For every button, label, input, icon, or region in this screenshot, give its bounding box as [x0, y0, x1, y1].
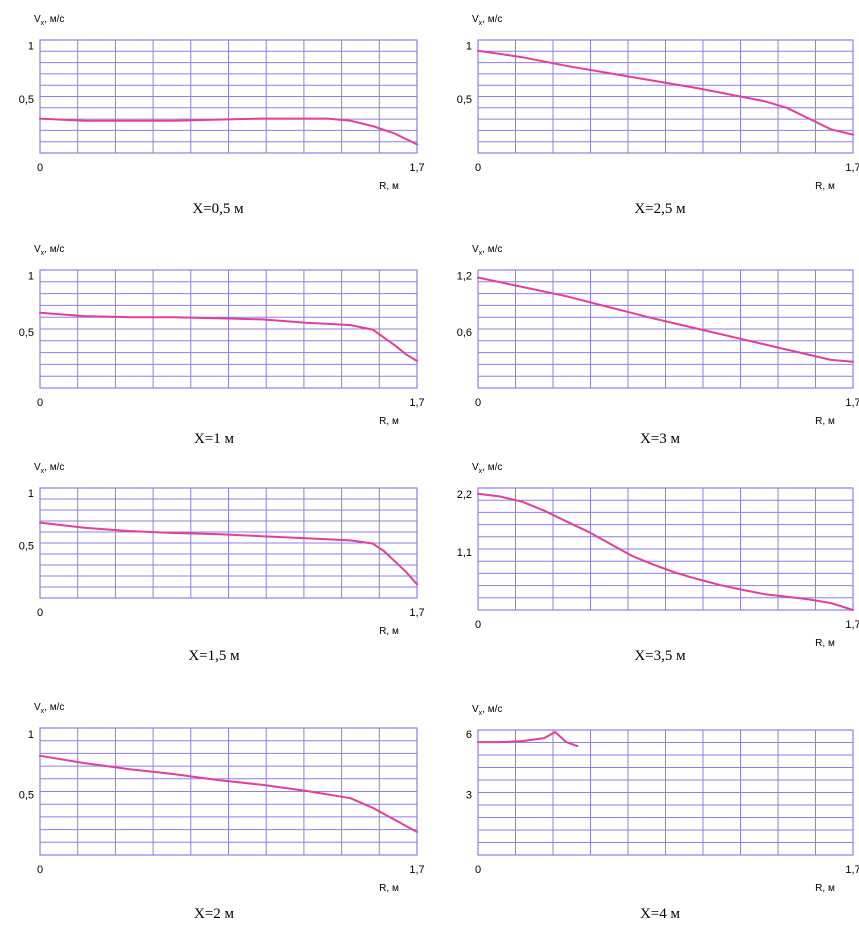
x-tick-label: 0: [37, 864, 43, 876]
y-tick-label: 1: [28, 488, 34, 500]
y-tick-label: 1: [28, 40, 34, 52]
x-tick-label: 1,7: [845, 619, 859, 631]
x-axis-label: R, м: [815, 181, 835, 192]
series-line: [477, 276, 854, 363]
y-axis-label: Vx, м/с: [472, 244, 502, 257]
y-tick-label: 1: [28, 729, 34, 741]
y-axis-label: Vx, м/с: [34, 702, 64, 715]
series-line: [477, 492, 854, 611]
x-tick-label: 0: [37, 607, 43, 619]
x-axis-label: R, м: [815, 638, 835, 649]
y-axis-label: Vx, м/с: [472, 462, 502, 475]
x-tick-label: 1,7: [409, 864, 424, 876]
x-tick-label: 0: [475, 397, 481, 409]
chart-panel: Vx, м/с 1 0,5 0 1,7 R, м X=1 м: [19, 244, 425, 447]
plot-frame: [39, 39, 418, 154]
x-tick-label: 1,7: [845, 397, 859, 409]
y-tick-label: 0,5: [19, 541, 34, 553]
chart-panel: Vx, м/с 2,2 1,1 0 1,7 R, м X=3,5 м: [457, 462, 859, 664]
y-tick-label: 6: [466, 729, 472, 741]
x-axis-label: R, м: [379, 626, 399, 637]
plot-frame: [477, 487, 854, 611]
y-tick-label: 0,6: [457, 327, 472, 339]
x-tick-label: 0: [37, 397, 43, 409]
plot-frame: [39, 727, 418, 856]
chart-title: X=1 м: [194, 431, 235, 447]
chart-title: X=0,5 м: [192, 201, 244, 217]
x-tick-label: 1,7: [409, 162, 424, 174]
chart-panel: Vx, м/с 1 0,5 0 1,7 R, м X=1,5 м: [19, 462, 425, 664]
y-tick-label: 1,2: [457, 271, 472, 283]
chart-title: X=3 м: [640, 431, 681, 447]
plot-frame: [477, 39, 854, 154]
series-line: [477, 731, 579, 748]
chart-title: X=2,5 м: [634, 201, 686, 217]
series-line: [39, 117, 418, 146]
chart-title: X=1,5 м: [188, 648, 240, 664]
y-axis-label: Vx, м/с: [34, 244, 64, 257]
chart-panel: Vx, м/с6 3 0 1,7 R, м X=4 м: [466, 704, 859, 922]
chart-title: X=3,5 м: [634, 648, 686, 664]
y-axis-label: Vx, м/с: [472, 14, 502, 27]
x-tick-label: 0: [37, 162, 43, 174]
y-tick-label: 2,2: [457, 489, 472, 501]
y-tick-label: 1: [466, 40, 472, 52]
chart-panel: Vx, м/с 1 0,5 0 1,7 R, м X=2 м: [19, 702, 425, 922]
series-line: [477, 49, 854, 136]
y-tick-label: 1,1: [457, 547, 472, 559]
x-tick-label: 0: [475, 864, 481, 876]
x-axis-label: R, м: [815, 416, 835, 427]
x-tick-label: 0: [475, 619, 481, 631]
chart-title: X=2 м: [194, 906, 235, 922]
y-tick-label: 0,5: [457, 94, 472, 106]
series-line: [39, 311, 418, 362]
chart-title: X=4 м: [640, 906, 681, 922]
plot-frame: [39, 487, 418, 599]
chart-panel: Vx, м/с 1 0,5 0 1,7 R, м X=2,5 м: [457, 14, 859, 217]
chart-panel: Vx, м/с 1,2 0,6 0 1,7 R, м X=3 м: [457, 244, 859, 447]
y-tick-label: 0,5: [19, 94, 34, 106]
y-axis-label: Vx, м/с: [34, 462, 64, 475]
x-tick-label: 1,7: [409, 397, 424, 409]
y-tick-label: 0,5: [19, 790, 34, 802]
series-line: [39, 521, 418, 586]
y-axis-label: Vx, м/с: [34, 14, 64, 27]
y-tick-label: 0,5: [19, 327, 34, 339]
x-tick-label: 1,7: [409, 607, 424, 619]
x-axis-label: R, м: [379, 181, 399, 192]
y-tick-label: 1: [28, 271, 34, 283]
x-tick-label: 1,7: [845, 162, 859, 174]
x-axis-label: R, м: [379, 416, 399, 427]
x-tick-label: 0: [475, 162, 481, 174]
plot-frame: [39, 269, 418, 389]
series-line: [39, 754, 418, 833]
plot-frame: [477, 269, 854, 389]
plot-frame: [477, 729, 854, 856]
y-tick-label: 3: [466, 790, 472, 802]
x-tick-label: 1,7: [845, 864, 859, 876]
x-axis-label: R, м: [815, 883, 835, 894]
chart-panel: Vx, м/с 1 0,5 0 1,7 R, м X=0,5 м: [19, 14, 425, 217]
x-axis-label: R, м: [379, 883, 399, 894]
y-axis-label: Vx, м/с: [472, 704, 502, 717]
